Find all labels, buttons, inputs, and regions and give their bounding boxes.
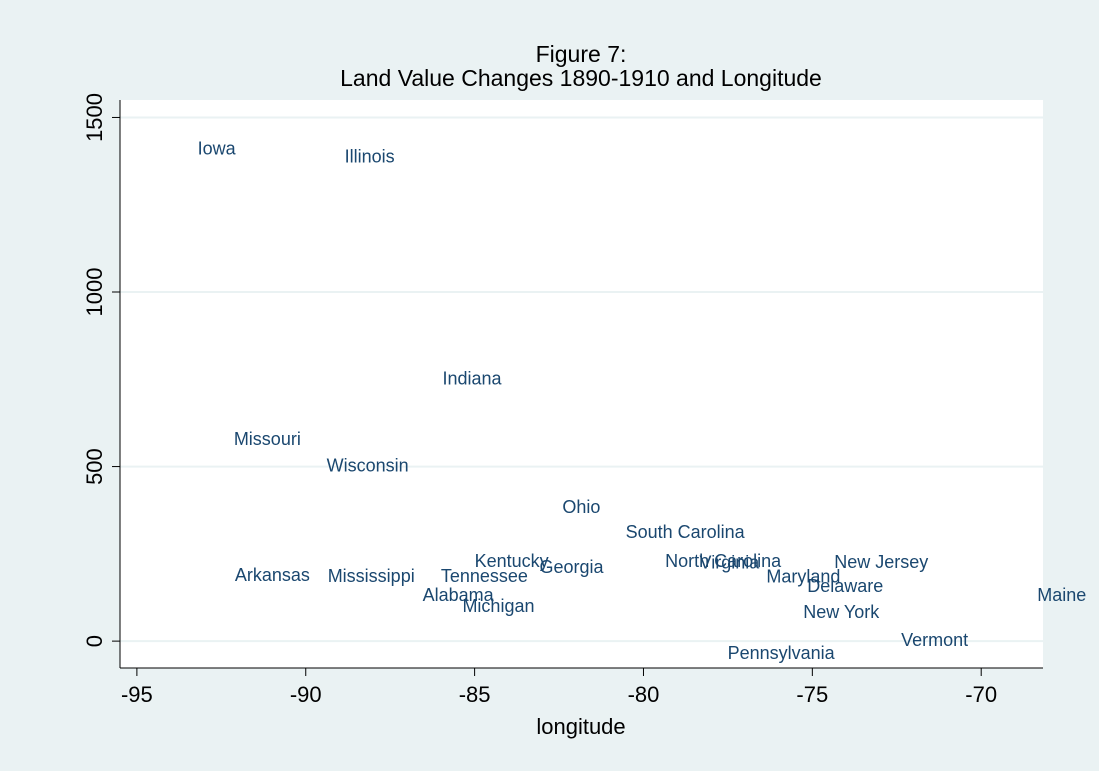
point-label: Illinois (345, 147, 395, 167)
point-label: Michigan (462, 596, 534, 616)
point-label: Indiana (443, 369, 503, 389)
point-label: Tennessee (441, 566, 528, 586)
plot-area (120, 100, 1043, 668)
point-label: Maine (1037, 585, 1086, 605)
point-label: Vermont (901, 630, 968, 650)
x-tick-label: -90 (290, 682, 322, 707)
y-tick-label: 1000 (82, 268, 107, 317)
point-label: Ohio (562, 497, 600, 517)
point-label: South Carolina (626, 522, 746, 542)
point-label: New York (803, 602, 880, 622)
chart-title: Figure 7: (536, 41, 627, 67)
point-label: Kentucky (475, 551, 549, 571)
x-tick-label: -75 (796, 682, 828, 707)
point-label: Wisconsin (327, 456, 409, 476)
point-label: Georgia (539, 557, 604, 577)
point-label: Iowa (198, 139, 237, 159)
point-label: Mississippi (328, 566, 415, 586)
x-tick-label: -95 (121, 682, 153, 707)
point-label: Alabama (423, 585, 495, 605)
y-tick-label: 500 (82, 448, 107, 485)
x-tick-label: -85 (459, 682, 491, 707)
point-label: Pennsylvania (728, 643, 836, 663)
point-label: New Jersey (834, 552, 928, 572)
point-label: Missouri (234, 429, 301, 449)
point-label: Delaware (807, 576, 883, 596)
x-axis-title: longitude (536, 714, 625, 739)
point-label: Maryland (766, 567, 840, 587)
point-label: Arkansas (235, 565, 310, 585)
point-label: North Carolina (665, 551, 782, 571)
chart-title: Land Value Changes 1890-1910 and Longitu… (340, 65, 822, 91)
y-tick-label: 0 (82, 635, 107, 647)
x-tick-label: -80 (628, 682, 660, 707)
y-tick-label: 1500 (82, 93, 107, 142)
x-tick-label: -70 (965, 682, 997, 707)
point-label: Virginia (700, 553, 761, 573)
